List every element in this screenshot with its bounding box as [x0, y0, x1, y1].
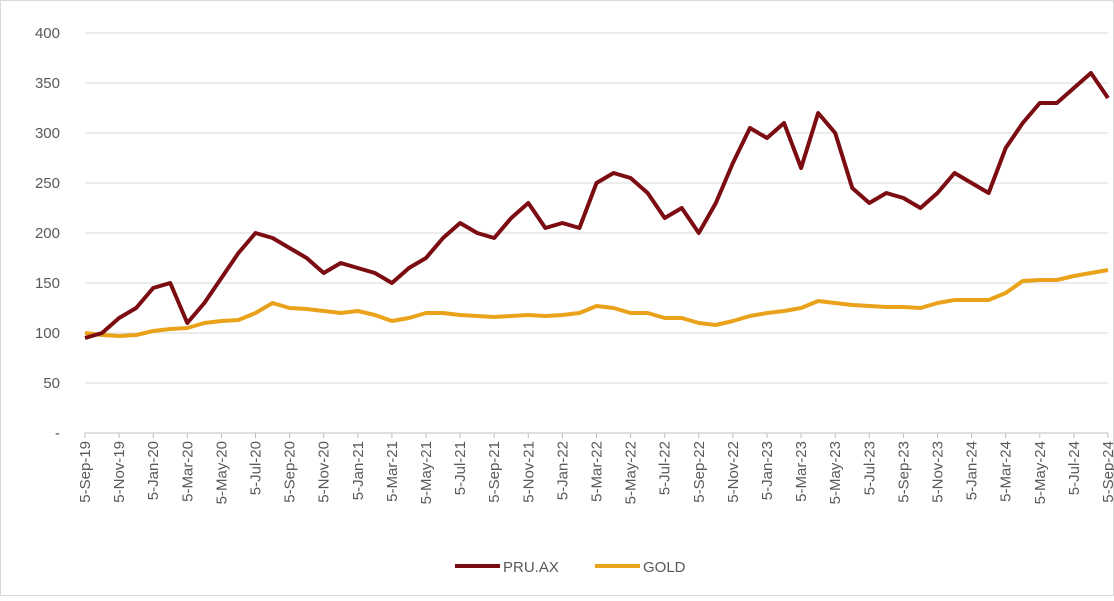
legend-label: PRU.AX — [503, 559, 559, 576]
x-tick-label: 5-Jul-20 — [248, 441, 265, 495]
x-tick-label: 5-Mar-22 — [589, 441, 606, 502]
x-tick-label: 5-Mar-24 — [998, 441, 1015, 502]
x-tick-label: 5-May-23 — [827, 441, 844, 504]
y-tick-label: 50 — [43, 375, 60, 392]
x-tick-label: 5-Nov-22 — [725, 441, 742, 503]
x-tick-label: 5-Mar-23 — [793, 441, 810, 502]
x-tick-label: 5-Sep-22 — [691, 441, 708, 503]
x-tick-label: 5-Jan-20 — [145, 441, 162, 500]
x-tick-label: 5-Jul-24 — [1066, 441, 1083, 495]
x-tick-label: 5-May-22 — [623, 441, 640, 504]
x-tick-label: 5-Sep-23 — [895, 441, 912, 503]
series-line — [84, 268, 1109, 338]
x-tick-label: 5-May-20 — [213, 441, 230, 504]
x-tick-label: 5-May-21 — [418, 441, 435, 504]
x-tick-label: 5-Sep-21 — [486, 441, 503, 503]
x-tick-label: 5-Jul-23 — [861, 441, 878, 495]
x-tick-label: 5-Jul-22 — [657, 441, 674, 495]
legend-label: GOLD — [643, 559, 686, 576]
x-tick-label: 5-Jan-22 — [554, 441, 571, 500]
y-tick-label: 200 — [35, 225, 60, 242]
y-tick-label: 250 — [35, 175, 60, 192]
y-tick-label: 350 — [35, 75, 60, 92]
y-tick-label: 150 — [35, 275, 60, 292]
x-tick-label: 5-Sep-19 — [77, 441, 94, 503]
x-tick-label: 5-Jan-21 — [350, 441, 367, 500]
x-tick-label: 5-Nov-19 — [111, 441, 128, 503]
series-line — [84, 71, 1110, 340]
y-tick-label: 100 — [35, 325, 60, 342]
x-tick-label: 5-Nov-21 — [520, 441, 537, 503]
x-tick-label: 5-Sep-20 — [282, 441, 299, 503]
x-tick-label: 5-Nov-20 — [316, 441, 333, 503]
x-tick-label: 5-Sep-24 — [1100, 441, 1114, 503]
y-tick-label: 400 — [35, 25, 60, 42]
x-tick-label: 5-Mar-21 — [384, 441, 401, 502]
x-tick-label: 5-Jan-23 — [759, 441, 776, 500]
x-tick-label: 5-Jan-24 — [964, 441, 981, 500]
x-tick-label: 5-Mar-20 — [179, 441, 196, 502]
x-tick-label: 5-Nov-23 — [930, 441, 947, 503]
x-tick-label: 5-Jul-21 — [452, 441, 469, 495]
x-tick-label: 5-May-24 — [1032, 441, 1049, 504]
y-tick-label: 300 — [35, 125, 60, 142]
y-tick-label: - — [55, 425, 60, 442]
